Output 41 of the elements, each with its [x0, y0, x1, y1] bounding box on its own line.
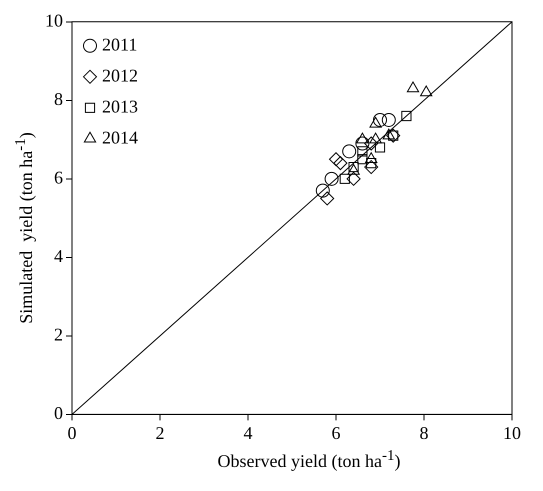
point [357, 146, 368, 156]
point [340, 174, 350, 184]
y-tick-label: 6 [54, 168, 63, 188]
x-tick-label: 8 [420, 422, 428, 443]
x-tick-label: 2 [156, 422, 164, 443]
point [316, 184, 330, 198]
point [329, 152, 343, 166]
point [420, 85, 432, 96]
point [355, 136, 370, 151]
legend-label: 2014 [102, 128, 138, 148]
legend-label: 2011 [102, 34, 138, 55]
point [324, 172, 339, 186]
point [369, 132, 382, 144]
point [382, 128, 395, 140]
y-tick-label: 10 [45, 10, 63, 31]
y-tick-label: 4 [54, 246, 63, 266]
point [406, 82, 420, 92]
x-axis-title: Observed yield (ton ha$^{-1}$) [216, 448, 402, 472]
point [333, 156, 348, 170]
point [401, 110, 412, 122]
point [346, 172, 361, 186]
y-tick-label: 0 [54, 403, 63, 424]
x-tick-label: 4 [244, 422, 252, 443]
legend-label: 2013 [102, 96, 138, 117]
point [374, 142, 386, 153]
point [364, 136, 378, 151]
x-tick-label: 6 [332, 422, 340, 443]
point [364, 160, 378, 174]
point [369, 116, 382, 128]
legend-label: 2012 [102, 66, 138, 86]
point [348, 162, 359, 172]
y-tick-label: 2 [54, 324, 63, 345]
x-tick-label: 10 [503, 422, 521, 443]
point [356, 132, 369, 144]
x-tick-label: 0 [68, 422, 76, 443]
point [373, 112, 387, 127]
point [342, 144, 356, 158]
point [320, 191, 334, 206]
point [382, 112, 396, 127]
point [357, 154, 368, 164]
y-tick-label: 8 [54, 89, 63, 110]
